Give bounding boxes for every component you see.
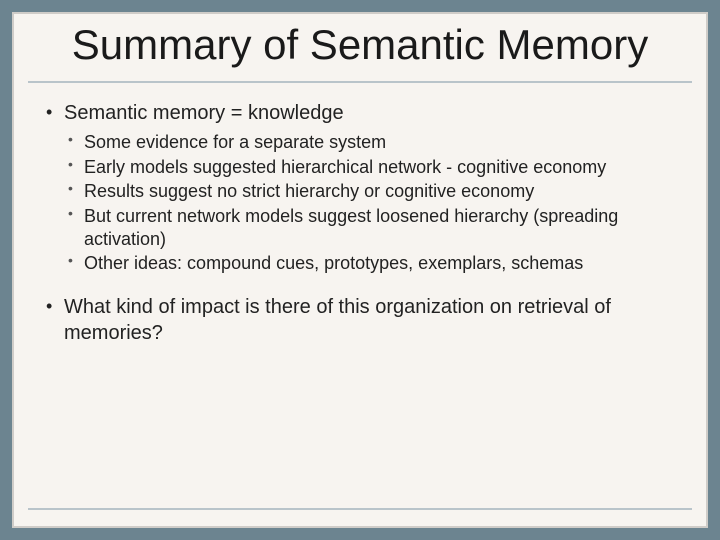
bullet-text: What kind of impact is there of this org… xyxy=(64,296,611,344)
slide-content: Semantic memory = knowledge Some evidenc… xyxy=(28,101,692,346)
bullet-text: But current network models suggest loose… xyxy=(84,206,618,249)
list-item: Semantic memory = knowledge Some evidenc… xyxy=(42,101,686,275)
bullet-list-level2: Some evidence for a separate system Earl… xyxy=(64,131,686,275)
bullet-text: Early models suggested hierarchical netw… xyxy=(84,157,606,177)
bullet-list-level1: What kind of impact is there of this org… xyxy=(42,295,686,346)
bullet-text: Results suggest no strict hierarchy or c… xyxy=(84,181,534,201)
list-item: Early models suggested hierarchical netw… xyxy=(64,156,686,179)
bottom-divider xyxy=(28,508,692,510)
slide-title: Summary of Semantic Memory xyxy=(28,22,692,83)
list-item: What kind of impact is there of this org… xyxy=(42,295,686,346)
bullet-text: Semantic memory = knowledge xyxy=(64,102,344,124)
slide-card: Summary of Semantic Memory Semantic memo… xyxy=(12,12,708,528)
bullet-text: Other ideas: compound cues, prototypes, … xyxy=(84,253,583,273)
list-item: Other ideas: compound cues, prototypes, … xyxy=(64,252,686,275)
bullet-text: Some evidence for a separate system xyxy=(84,132,386,152)
bullet-list-level1: Semantic memory = knowledge Some evidenc… xyxy=(42,101,686,275)
spacer xyxy=(42,279,686,295)
list-item: But current network models suggest loose… xyxy=(64,205,686,250)
list-item: Some evidence for a separate system xyxy=(64,131,686,154)
list-item: Results suggest no strict hierarchy or c… xyxy=(64,180,686,203)
